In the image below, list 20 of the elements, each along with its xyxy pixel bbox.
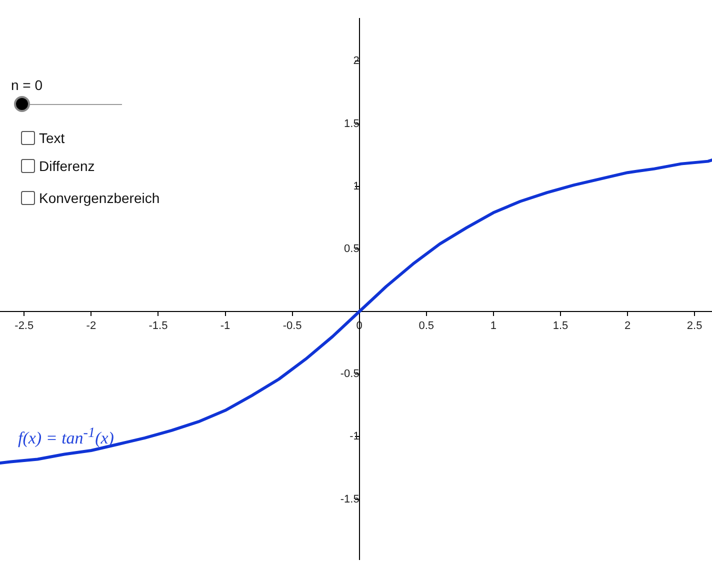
x-tick-label: -1.5	[148, 320, 168, 332]
x-tick-label: -2	[86, 320, 96, 332]
y-tick-label: 1.5	[344, 118, 360, 130]
x-tick-label: 2.5	[686, 320, 702, 332]
x-tick-label: 1.5	[552, 320, 568, 332]
y-tick-label: -1	[350, 430, 360, 443]
x-tick-label: -2.5	[14, 320, 34, 332]
y-tick-label: 0.5	[344, 242, 360, 255]
x-tick-label: -1	[220, 320, 230, 332]
x-tick-label: -0.5	[282, 320, 302, 332]
annotation: n = 0	[11, 77, 43, 93]
y-tick-label: -0.5	[340, 368, 360, 380]
x-tick-label: 0.5	[418, 320, 434, 332]
x-tick-label: 2	[624, 320, 631, 332]
annotation: Differenz	[39, 158, 95, 174]
annotation: f(x) = tan$^{-1}$(x)	[18, 425, 114, 449]
x-tick-label: 1	[490, 320, 496, 332]
annotation: Text	[39, 130, 65, 146]
y-tick-label: -1.5	[340, 493, 360, 506]
annotation: Konvergenzbereich	[39, 190, 160, 206]
